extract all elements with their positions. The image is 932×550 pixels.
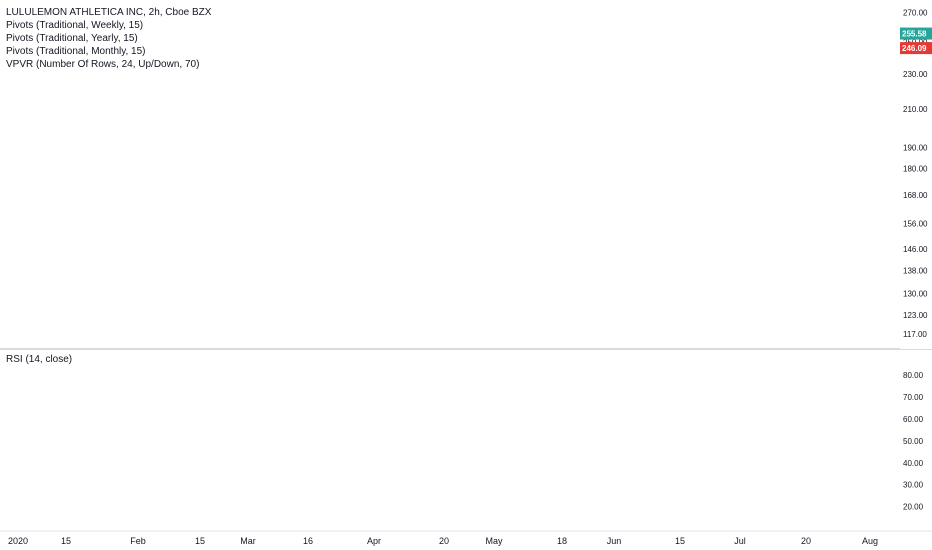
legend: LULULEMON ATHLETICA INC, 2h, Cboe BZX Pi… [6, 6, 211, 71]
time-axis-tick: 20 [801, 536, 811, 546]
legend-title: LULULEMON ATHLETICA INC, 2h, Cboe BZX [6, 7, 212, 18]
time-axis-tick: Feb [130, 536, 146, 546]
price-axis-tick: 117.00 [903, 330, 927, 339]
time-axis-tick: 16 [303, 536, 313, 546]
time-axis-tick: Aug [862, 536, 878, 546]
rsi-axis-tick: 30.00 [903, 481, 924, 490]
price-axis-tick: 210.00 [903, 105, 928, 114]
rsi-axis-tick: 80.00 [903, 371, 924, 380]
price-axis-tick: 146.00 [903, 245, 928, 254]
price-axis-tick: 230.00 [903, 70, 928, 79]
legend-item-weekly[interactable]: Pivots (Traditional, Weekly, 15) [6, 20, 144, 31]
price-tag [900, 27, 932, 40]
price-axis [900, 0, 932, 349]
time-axis-tick: Apr [367, 536, 381, 546]
price-axis-tick: 138.00 [903, 267, 928, 276]
legend-item-monthly[interactable]: Pivots (Traditional, Monthly, 15) [6, 46, 146, 57]
time-axis-tick: 15 [195, 536, 205, 546]
time-axis-tick: 15 [61, 536, 71, 546]
time-axis-tick: 15 [675, 536, 685, 546]
price-tag-label: 246.09 [902, 44, 927, 53]
price-axis-tick: 190.00 [903, 144, 928, 153]
price-axis-tick: 270.00 [903, 8, 928, 17]
time-axis-tick: 2020 [8, 536, 28, 546]
price-axis-tick: 130.00 [903, 289, 928, 298]
time-axis-tick: May [485, 536, 503, 546]
rsi-axis-tick: 20.00 [903, 503, 924, 512]
rsi-axis-tick: 40.00 [903, 459, 924, 468]
price-axis-tick: 123.00 [903, 311, 928, 320]
rsi-axis-tick: 60.00 [903, 415, 924, 424]
price-axis-tick: 168.00 [903, 191, 928, 200]
rsi-axis-tick: 50.00 [903, 437, 924, 446]
price-axis-tick: 156.00 [903, 219, 928, 228]
time-axis-tick: 18 [557, 536, 567, 546]
time-axis-tick: Jul [734, 536, 746, 546]
time-axis-tick: Mar [240, 536, 256, 546]
legend-item-yearly[interactable]: Pivots (Traditional, Yearly, 15) [6, 33, 138, 44]
time-axis-tick: 20 [439, 536, 449, 546]
price-tag-label: 255.58 [902, 30, 927, 39]
price-tag [900, 42, 932, 55]
rsi-label: RSI (14, close) [6, 354, 73, 365]
time-axis-tick: Jun [607, 536, 622, 546]
price-axis-tick: 180.00 [903, 164, 928, 173]
rsi-axis-tick: 70.00 [903, 393, 924, 402]
legend-item-vpvr[interactable]: VPVR (Number Of Rows, 24, Up/Down, 70) [6, 59, 200, 70]
